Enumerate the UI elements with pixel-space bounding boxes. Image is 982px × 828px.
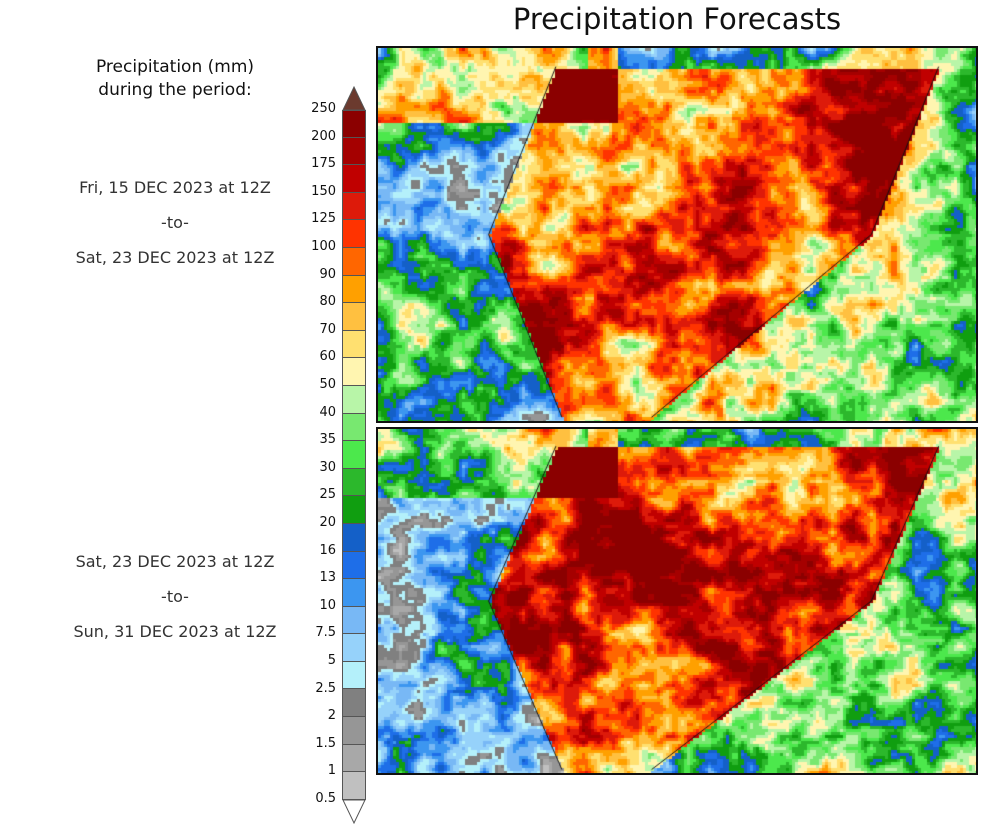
- colorbar-bin: [342, 689, 366, 718]
- over-range-triangle: [342, 85, 366, 111]
- legend-title-line2: during the period:: [98, 80, 252, 100]
- colorbar-tick-label: 80: [319, 294, 336, 310]
- legend-title: Precipitation (mm) during the period:: [40, 56, 310, 102]
- under-range-triangle: [342, 799, 366, 825]
- colorbar-tick-label: 1.5: [315, 735, 336, 751]
- colorbar-tick-label: 16: [319, 542, 336, 558]
- colorbar-tick-label: 200: [311, 128, 336, 144]
- colorbar-bin: [342, 468, 366, 497]
- colorbar-tick-label: 13: [319, 570, 336, 586]
- colorbar-bin: [342, 385, 366, 414]
- colorbar-tick-label: 90: [319, 266, 336, 282]
- colorbar-tick-label: 20: [319, 515, 336, 530]
- colorbar-bin: [342, 496, 366, 524]
- colorbar-tick-label: 2: [327, 708, 336, 724]
- colorbar-tick-label: 10: [319, 597, 336, 613]
- colorbar-bin: [342, 275, 366, 304]
- map-panel-period-2: [376, 427, 978, 775]
- colorbar-tick-label: 30: [319, 459, 336, 475]
- period-separator: -to-: [161, 587, 189, 606]
- precip-map: [378, 429, 976, 773]
- colorbar-bin: [342, 358, 366, 386]
- colorbar-tick-label: 60: [319, 349, 336, 365]
- colorbar-bin: [342, 579, 366, 607]
- colorbar-bin: [342, 220, 366, 248]
- colorbar-bin: [342, 247, 366, 276]
- period-1-label: Fri, 15 DEC 2023 at 12Z -to- Sat, 23 DEC…: [40, 170, 310, 275]
- colorbar-bin: [342, 413, 366, 442]
- colorbar-tick-label: 175: [311, 156, 336, 172]
- period-start: Fri, 15 DEC 2023 at 12Z: [79, 178, 271, 197]
- colorbar-bin: [342, 744, 366, 773]
- period-separator: -to-: [161, 213, 189, 232]
- colorbar-bin: [342, 523, 366, 552]
- colorbar-bin: [342, 634, 366, 662]
- colorbar-bin: [342, 772, 366, 800]
- colorbar-tick-label: 250: [311, 101, 336, 116]
- colorbar-bin: [342, 551, 366, 580]
- colorbar-bin: [342, 303, 366, 331]
- colorbar-tick-label: 35: [319, 432, 336, 448]
- page-title: Precipitation Forecasts: [512, 2, 842, 36]
- colorbar-bin: [342, 441, 366, 469]
- colorbar-tick-label: 1: [327, 763, 336, 779]
- colorbar-bin: [342, 606, 366, 635]
- colorbar-tick-label: 0.5: [315, 791, 336, 806]
- legend-title-line1: Precipitation (mm): [95, 57, 255, 77]
- colorbar-bin: [342, 661, 366, 690]
- colorbar-bin: [342, 137, 366, 166]
- colorbar-bin: [342, 192, 366, 221]
- colorbar-tick-label: 2.5: [315, 680, 336, 696]
- period-end: Sun, 31 DEC 2023 at 12Z: [73, 622, 277, 641]
- colorbar-tick-label: 25: [319, 487, 336, 503]
- colorbar-bin: [342, 330, 366, 359]
- colorbar-tick-label: 150: [311, 183, 336, 199]
- colorbar-tick-label: 100: [311, 239, 336, 254]
- precip-map: [378, 48, 976, 421]
- colorbar-tick-label: 40: [319, 404, 336, 420]
- colorbar-tick-label: 5: [327, 653, 336, 668]
- colorbar-tick-label: 125: [311, 211, 336, 227]
- colorbar-tick-label: 70: [319, 321, 336, 337]
- colorbar-tick-label: 50: [319, 377, 336, 392]
- period-start: Sat, 23 DEC 2023 at 12Z: [75, 552, 275, 571]
- colorbar-bin: [342, 165, 366, 193]
- map-panel-period-1: [376, 46, 978, 423]
- colorbar-bin: [342, 717, 366, 745]
- period-end: Sat, 23 DEC 2023 at 12Z: [75, 248, 275, 267]
- colorbar-tick-label: 7.5: [315, 625, 336, 641]
- period-2-label: Sat, 23 DEC 2023 at 12Z -to- Sun, 31 DEC…: [40, 544, 310, 649]
- colorbar-bin: [342, 110, 366, 138]
- colorbar: [342, 85, 366, 825]
